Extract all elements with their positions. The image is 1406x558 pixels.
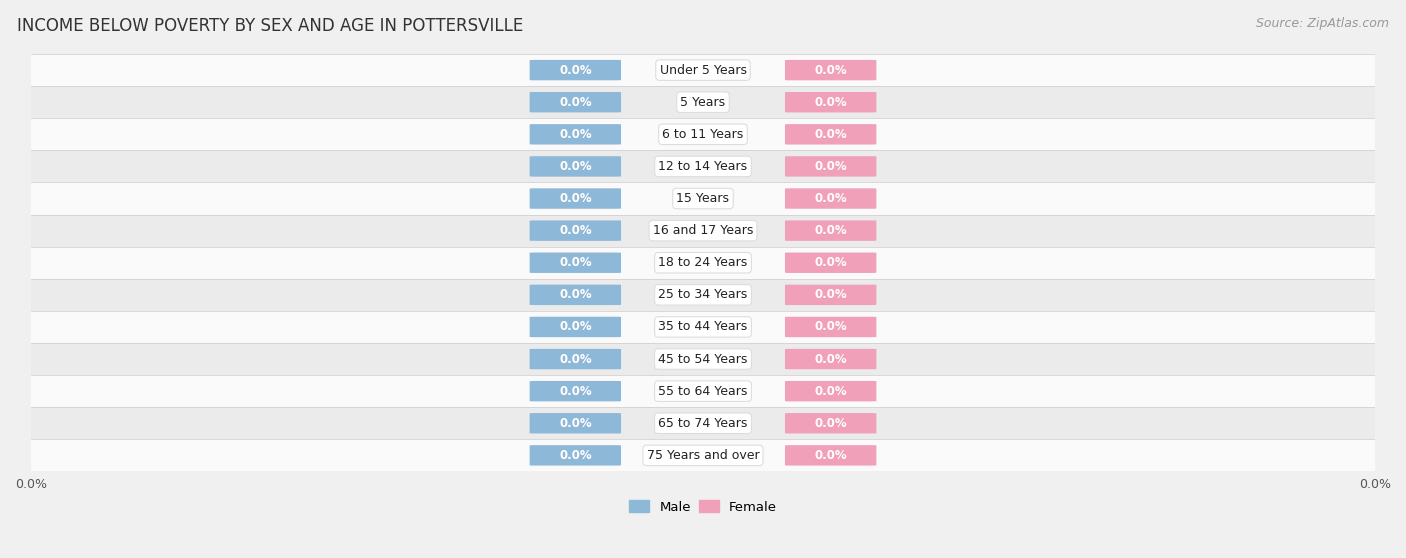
Text: 0.0%: 0.0% — [814, 256, 846, 270]
FancyBboxPatch shape — [530, 188, 621, 209]
Text: 0.0%: 0.0% — [560, 192, 592, 205]
FancyBboxPatch shape — [785, 349, 876, 369]
Text: 0.0%: 0.0% — [814, 353, 846, 365]
Text: 0.0%: 0.0% — [560, 320, 592, 334]
Text: 0.0%: 0.0% — [560, 64, 592, 76]
FancyBboxPatch shape — [785, 60, 876, 80]
FancyBboxPatch shape — [785, 92, 876, 112]
FancyBboxPatch shape — [530, 156, 621, 177]
Bar — [31, 407, 1375, 439]
Text: 0.0%: 0.0% — [560, 353, 592, 365]
Text: 0.0%: 0.0% — [814, 192, 846, 205]
Text: 75 Years and over: 75 Years and over — [647, 449, 759, 462]
Text: 0.0%: 0.0% — [560, 224, 592, 237]
FancyBboxPatch shape — [530, 60, 621, 80]
Text: 0.0%: 0.0% — [814, 64, 846, 76]
Text: 0.0%: 0.0% — [560, 384, 592, 398]
Text: 0.0%: 0.0% — [560, 160, 592, 173]
Bar — [31, 150, 1375, 182]
Text: Under 5 Years: Under 5 Years — [659, 64, 747, 76]
Bar — [31, 182, 1375, 215]
Text: 0.0%: 0.0% — [814, 96, 846, 109]
FancyBboxPatch shape — [530, 285, 621, 305]
FancyBboxPatch shape — [530, 317, 621, 337]
Text: Source: ZipAtlas.com: Source: ZipAtlas.com — [1256, 17, 1389, 30]
Text: 0.0%: 0.0% — [560, 128, 592, 141]
Text: 0.0%: 0.0% — [814, 224, 846, 237]
Text: 0.0%: 0.0% — [15, 478, 46, 492]
Text: 0.0%: 0.0% — [560, 449, 592, 462]
Text: 18 to 24 Years: 18 to 24 Years — [658, 256, 748, 270]
FancyBboxPatch shape — [785, 156, 876, 177]
Bar — [31, 86, 1375, 118]
FancyBboxPatch shape — [530, 445, 621, 465]
Text: 0.0%: 0.0% — [814, 384, 846, 398]
Text: 25 to 34 Years: 25 to 34 Years — [658, 288, 748, 301]
Bar — [31, 247, 1375, 279]
FancyBboxPatch shape — [785, 381, 876, 401]
FancyBboxPatch shape — [785, 253, 876, 273]
Bar — [31, 215, 1375, 247]
Text: 5 Years: 5 Years — [681, 96, 725, 109]
Text: 0.0%: 0.0% — [814, 128, 846, 141]
Text: 16 and 17 Years: 16 and 17 Years — [652, 224, 754, 237]
Text: 0.0%: 0.0% — [560, 96, 592, 109]
FancyBboxPatch shape — [530, 381, 621, 401]
FancyBboxPatch shape — [785, 285, 876, 305]
Text: 0.0%: 0.0% — [814, 288, 846, 301]
FancyBboxPatch shape — [785, 220, 876, 241]
Text: 0.0%: 0.0% — [814, 417, 846, 430]
Text: 65 to 74 Years: 65 to 74 Years — [658, 417, 748, 430]
FancyBboxPatch shape — [530, 413, 621, 434]
Text: 55 to 64 Years: 55 to 64 Years — [658, 384, 748, 398]
Text: 0.0%: 0.0% — [560, 417, 592, 430]
Text: INCOME BELOW POVERTY BY SEX AND AGE IN POTTERSVILLE: INCOME BELOW POVERTY BY SEX AND AGE IN P… — [17, 17, 523, 35]
FancyBboxPatch shape — [530, 124, 621, 145]
FancyBboxPatch shape — [785, 317, 876, 337]
Text: 6 to 11 Years: 6 to 11 Years — [662, 128, 744, 141]
Text: 0.0%: 0.0% — [814, 320, 846, 334]
Text: 0.0%: 0.0% — [814, 449, 846, 462]
Bar — [31, 118, 1375, 150]
Legend: Male, Female: Male, Female — [624, 495, 782, 519]
Text: 15 Years: 15 Years — [676, 192, 730, 205]
FancyBboxPatch shape — [530, 220, 621, 241]
Text: 0.0%: 0.0% — [560, 256, 592, 270]
FancyBboxPatch shape — [530, 253, 621, 273]
FancyBboxPatch shape — [530, 349, 621, 369]
FancyBboxPatch shape — [785, 445, 876, 465]
Text: 12 to 14 Years: 12 to 14 Years — [658, 160, 748, 173]
Text: 0.0%: 0.0% — [1360, 478, 1391, 492]
Bar — [31, 375, 1375, 407]
Text: 45 to 54 Years: 45 to 54 Years — [658, 353, 748, 365]
Bar — [31, 54, 1375, 86]
FancyBboxPatch shape — [785, 188, 876, 209]
FancyBboxPatch shape — [530, 92, 621, 112]
Text: 35 to 44 Years: 35 to 44 Years — [658, 320, 748, 334]
Bar — [31, 439, 1375, 472]
Bar — [31, 343, 1375, 375]
FancyBboxPatch shape — [785, 124, 876, 145]
Bar — [31, 279, 1375, 311]
Bar — [31, 311, 1375, 343]
FancyBboxPatch shape — [785, 413, 876, 434]
Text: 0.0%: 0.0% — [560, 288, 592, 301]
Text: 0.0%: 0.0% — [814, 160, 846, 173]
